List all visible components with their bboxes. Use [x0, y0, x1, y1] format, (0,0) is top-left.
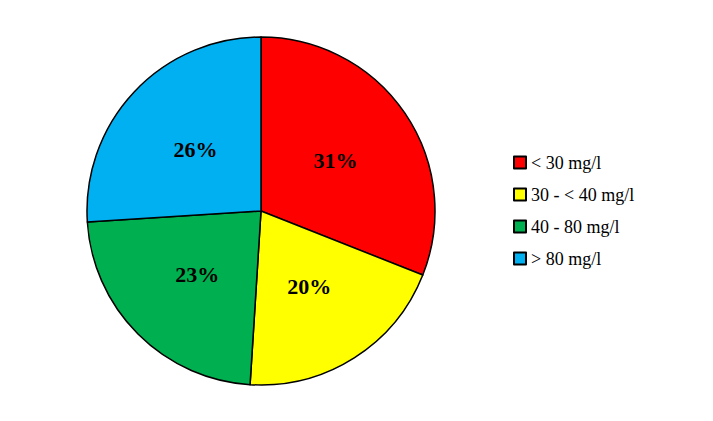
svg-text:31%: 31%: [313, 148, 357, 173]
svg-text:20%: 20%: [287, 274, 331, 299]
svg-text:30 - < 40 mg/l: 30 - < 40 mg/l: [531, 185, 634, 205]
svg-text:23%: 23%: [175, 262, 219, 287]
svg-text:< 30 mg/l: < 30 mg/l: [531, 153, 601, 173]
svg-text:> 80 mg/l: > 80 mg/l: [531, 249, 601, 269]
svg-text:26%: 26%: [173, 137, 217, 162]
svg-text:40 - 80 mg/l: 40 - 80 mg/l: [531, 217, 620, 237]
